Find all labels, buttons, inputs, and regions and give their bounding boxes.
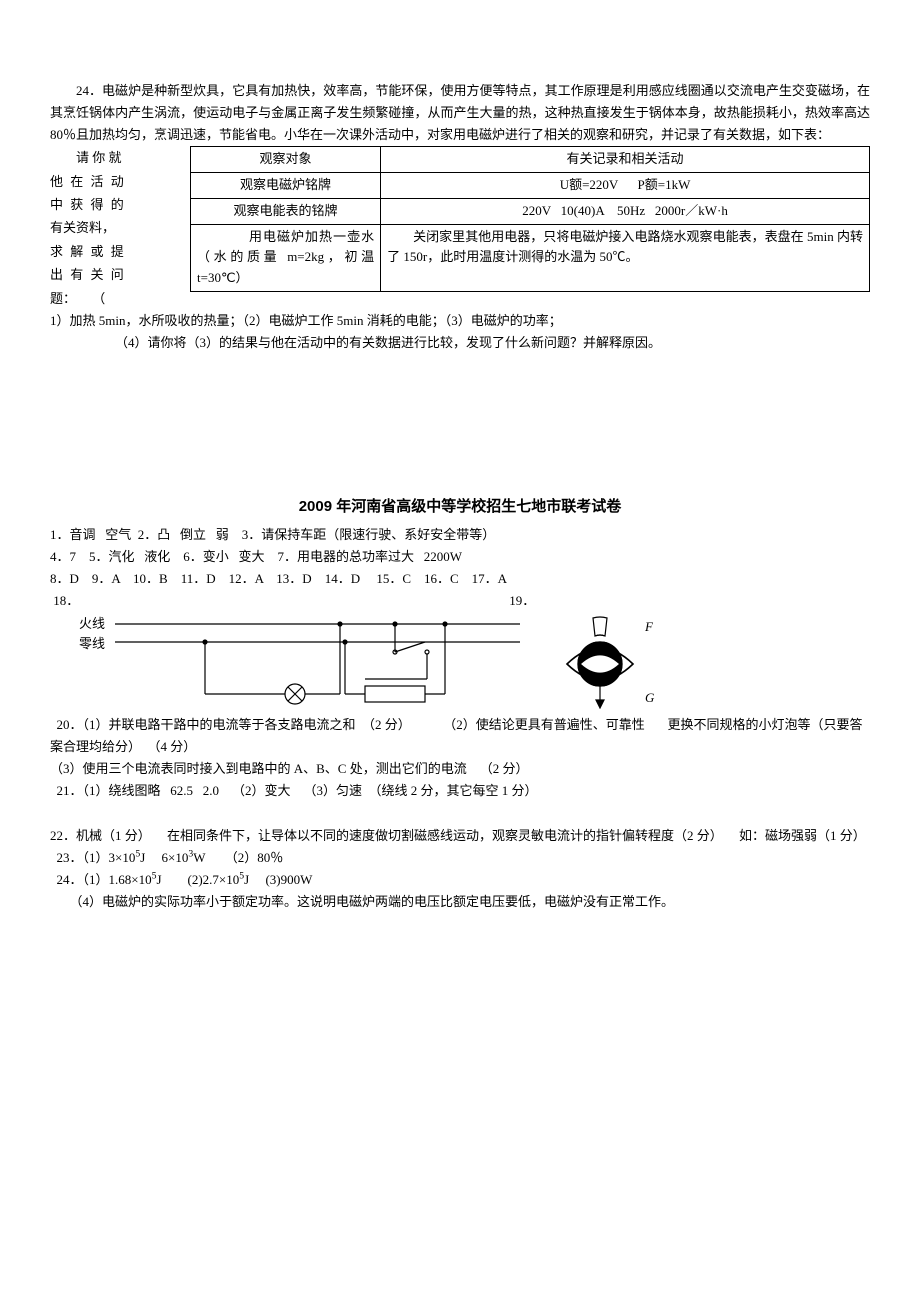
- live-wire-label: 火线: [50, 614, 105, 634]
- q24-intro: 24．电磁炉是种新型炊具，它具有加热快，效率高，节能环保，使用方便等特点，其工作…: [50, 80, 870, 146]
- answer-line-1: 1．音调 空气 2．凸 倒立 弱 3．请保持车距（限速行驶、系好安全带等）: [50, 524, 870, 546]
- force-G-label: G: [645, 687, 654, 709]
- answer-line-20c: （3）使用三个电流表同时接入到电路中的 A、B、C 处，测出它们的电流 （2 分…: [50, 758, 870, 780]
- q24-sub1: 1）加热 5min，水所吸收的热量；（2）电磁炉工作 5min 消耗的电能；（3…: [50, 310, 870, 332]
- table-cell: 关闭家里其他用电器，只将电磁炉接入电路烧水观察电能表，表盘在 5min 内转了 …: [381, 224, 870, 291]
- table-cell: U额=220V P额=1kW: [381, 173, 870, 199]
- answer-line-3: 8．D 9．A 10．B 11．D 12．A 13．D 14．D 15．C 16…: [50, 568, 870, 590]
- answer-line-24d: （4）电磁炉的实际功率小于额定功率。这说明电磁炉两端的电压比额定电压要低，电磁炉…: [50, 891, 870, 913]
- neutral-wire-label: 零线: [50, 634, 105, 654]
- table-cell: 220V 10(40)A 50Hz 2000r／kW·h: [381, 198, 870, 224]
- answer-section-title: 2009 年河南省高级中等学校招生七地市联考试卷: [50, 494, 870, 520]
- answer-line-23: 23．（1）3×105J 6×103W （2）80％: [50, 847, 870, 869]
- answer-line-2: 4．7 5．汽化 液化 6．变小 变大 7．用电器的总功率过大 2200W: [50, 546, 870, 568]
- answer-line-21: 21．（1）绕线图略 62.5 2.0 （2）变大 （3）匀速 （绕线 2 分，…: [50, 780, 870, 802]
- table-cell: 观察电磁炉铭牌: [191, 173, 381, 199]
- q24-wrap-text: 请 你 就 他 在 活 动 中 获 得 的 有关资料， 求 解 或 提 出 有 …: [50, 146, 175, 310]
- diagram-row: 火线 零线: [50, 614, 870, 714]
- answer-line-24: 24．（1）1.68×105J (2)2.7×105J (3)900W: [50, 869, 870, 891]
- answer-line-18-19: 18．19．: [50, 590, 870, 612]
- table-header: 有关记录和相关活动: [381, 147, 870, 173]
- table-row: 观察电磁炉铭牌 U额=220V P额=1kW: [191, 173, 870, 199]
- answer-line-20: 20．（1）并联电路干路中的电流等于各支路电流之和 （2 分） （2）使结论更具…: [50, 714, 870, 758]
- table-row: 观察对象 有关记录和相关活动: [191, 147, 870, 173]
- table-row: 观察电能表的铭牌 220V 10(40)A 50Hz 2000r／kW·h: [191, 198, 870, 224]
- table-header: 观察对象: [191, 147, 381, 173]
- force-F-label: F: [645, 616, 654, 638]
- answer-line-22: 22．机械（1 分） 在相同条件下，让导体以不同的速度做切割磁感线运动，观察灵敏…: [50, 802, 870, 846]
- q24-table: 观察对象 有关记录和相关活动 观察电磁炉铭牌 U额=220V P额=1kW 观察…: [190, 146, 870, 292]
- circuit-diagram-icon: [105, 614, 525, 714]
- eye-diagram-icon: [555, 614, 645, 709]
- wire-labels: 火线 零线: [50, 614, 105, 653]
- table-cell: 用电磁炉加热一壶水（水的质量 m=2kg，初温 t=30℃）: [191, 224, 381, 291]
- table-cell: 观察电能表的铭牌: [191, 198, 381, 224]
- table-row: 用电磁炉加热一壶水（水的质量 m=2kg，初温 t=30℃） 关闭家里其他用电器…: [191, 224, 870, 291]
- q24-sub2: （4）请你将（3）的结果与他在活动中的有关数据进行比较，发现了什么新问题？并解释…: [50, 332, 870, 354]
- eye-diagram-block: [555, 614, 645, 709]
